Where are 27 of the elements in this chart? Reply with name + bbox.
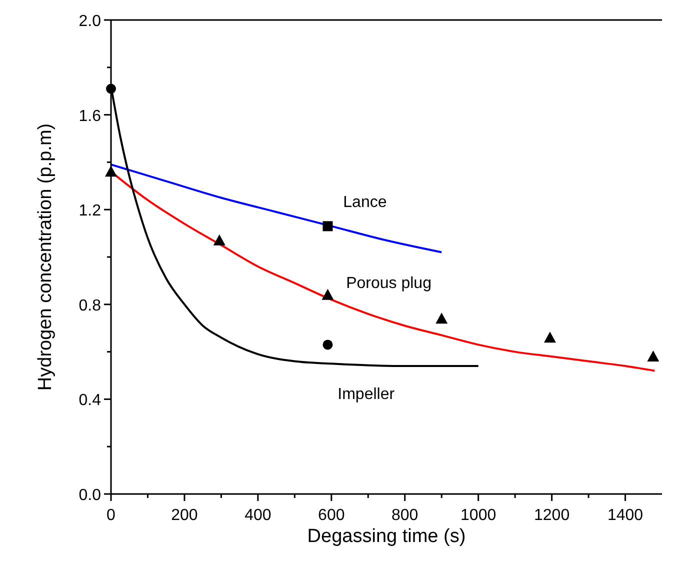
point bbox=[322, 221, 333, 232]
point bbox=[436, 312, 448, 324]
x-tick-label: 1000 bbox=[460, 507, 496, 524]
point bbox=[213, 234, 226, 246]
x-tick-label: 400 bbox=[244, 507, 272, 524]
series-label: Impeller bbox=[338, 386, 396, 404]
x-tick-label: 200 bbox=[171, 507, 198, 524]
x-tick-label: 1200 bbox=[534, 507, 570, 524]
line-series bbox=[110, 164, 443, 254]
y-tick-label: 2.0 bbox=[78, 13, 102, 30]
x-tick-label: 600 bbox=[318, 507, 345, 524]
point bbox=[544, 332, 556, 343]
y-tick-label: 0.4 bbox=[78, 392, 102, 410]
y-tick-label: 0.0 bbox=[78, 487, 102, 504]
series-label: Porous plug bbox=[346, 274, 432, 292]
x-tick-label: 800 bbox=[392, 507, 418, 524]
point bbox=[322, 288, 334, 300]
x-tick-label: 0 bbox=[106, 507, 116, 524]
y-tick-label: 1.2 bbox=[78, 202, 102, 220]
series-label: Lance bbox=[343, 194, 387, 212]
y-tick-label: 1.6 bbox=[78, 108, 102, 125]
y-tick-label: 0.8 bbox=[78, 297, 102, 314]
x-axis-title: Degassing time (s) bbox=[307, 526, 466, 547]
x-tick-label: 1400 bbox=[607, 507, 644, 524]
point bbox=[322, 340, 333, 350]
point bbox=[647, 350, 660, 362]
y-axis-title: Hydrogen concentration (p.p.m) bbox=[35, 123, 56, 391]
